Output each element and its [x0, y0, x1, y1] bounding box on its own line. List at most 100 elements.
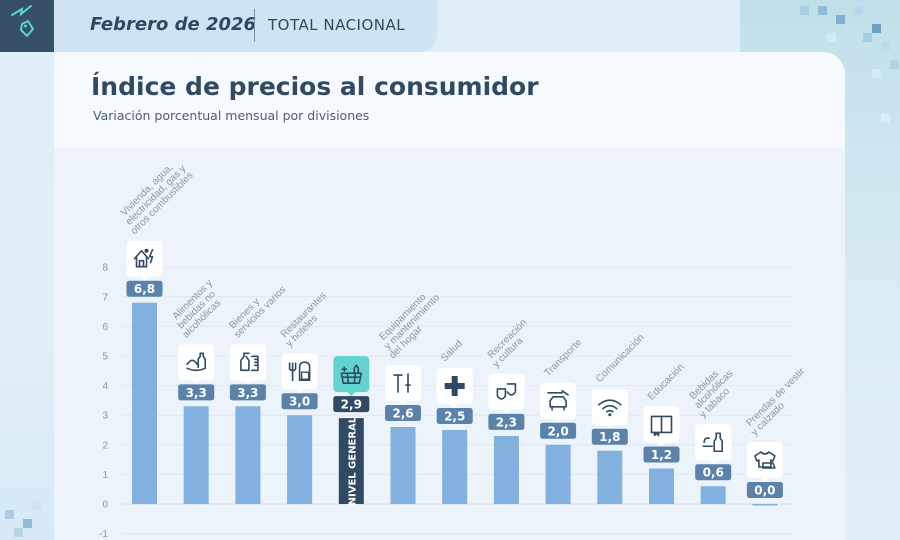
bar	[442, 430, 468, 504]
bar	[752, 504, 778, 506]
tools-icon	[385, 365, 421, 406]
category-label: Vivienda, agua,electricidad, gas yotros …	[119, 162, 196, 237]
value-label: 1,8	[599, 430, 620, 444]
pixel-square	[836, 15, 845, 24]
y-tick-label: 3	[102, 411, 108, 422]
pixel-square	[872, 69, 881, 78]
value-label-box	[643, 446, 680, 463]
value-label-box	[229, 384, 266, 401]
value-label: 2,0	[547, 424, 568, 438]
value-label-box	[540, 422, 577, 439]
pixel-square	[854, 51, 863, 60]
bar	[545, 444, 571, 504]
category-label-line: Salud	[439, 338, 465, 364]
category-label-line: Educación	[646, 362, 687, 403]
value-label: 0,0	[754, 484, 775, 498]
value-label: 2,5	[444, 410, 465, 424]
chart-title: Índice de precios al consumidor	[91, 72, 539, 101]
value-label-box	[746, 482, 783, 498]
header-scope: TOTAL NACIONAL	[268, 16, 406, 34]
logo	[0, 0, 54, 52]
pixel-square	[881, 114, 890, 123]
bar	[700, 486, 726, 504]
pixel-square	[890, 96, 899, 105]
bar	[597, 450, 623, 504]
pixel-square	[845, 24, 854, 33]
y-tick-label: 0	[102, 500, 108, 511]
nivel-general-bar-label: NIVEL GENERAL	[347, 416, 358, 505]
header-date: Febrero de 2026	[90, 14, 257, 35]
car-icon	[540, 382, 577, 423]
header-bar: Febrero de 2026 TOTAL NACIONAL	[0, 0, 437, 52]
y-tick-label: 6	[102, 322, 108, 333]
wifi-icon	[591, 388, 628, 429]
value-label: 3,3	[237, 386, 258, 400]
price-tag-trend-icon	[11, 5, 34, 37]
value-label-box	[178, 384, 215, 401]
bar	[493, 435, 519, 504]
bar	[390, 427, 416, 504]
theater-masks-icon	[488, 373, 525, 414]
restaurant-hotel-icon	[281, 353, 318, 394]
value-label: 0,6	[703, 466, 724, 480]
header-divider	[254, 9, 255, 42]
value-label-box	[281, 393, 318, 410]
bar	[183, 406, 209, 504]
value-label-box	[333, 396, 370, 413]
value-label: 2,3	[496, 415, 517, 429]
value-label-box	[385, 405, 421, 422]
category-label: Salud	[439, 338, 465, 364]
y-tick-label: 1	[102, 470, 108, 481]
value-label: 3,3	[186, 386, 207, 400]
category-label: Comunicación	[594, 332, 647, 385]
bar-nivel-general	[338, 418, 364, 504]
bottle-cigarette-icon	[695, 424, 732, 465]
pixel-square	[800, 6, 809, 15]
book-icon	[643, 406, 680, 447]
pixel-square	[881, 42, 890, 51]
pixel-square	[14, 528, 23, 537]
y-tick-label: 8	[102, 263, 108, 274]
y-tick-label: 4	[102, 381, 108, 392]
value-label: 2,6	[392, 407, 413, 421]
food-bottle-icon	[178, 344, 215, 385]
category-label: Transporte	[542, 337, 584, 379]
value-label-box	[488, 413, 525, 430]
y-tick-label: 2	[102, 440, 108, 451]
value-label-box	[695, 464, 732, 481]
pixel-square	[854, 6, 863, 15]
house-utilities-icon	[126, 240, 163, 281]
pixel-square	[827, 33, 836, 42]
bar	[235, 406, 261, 504]
value-label: 1,2	[651, 448, 672, 462]
value-label-box	[436, 408, 473, 424]
value-label: 3,0	[289, 395, 310, 409]
bar	[287, 415, 313, 504]
cleaning-products-icon	[229, 344, 266, 385]
value-label-box	[126, 280, 163, 297]
value-label: 6,8	[134, 282, 155, 296]
category-label-line: Comunicación	[594, 332, 647, 385]
bar	[132, 302, 157, 504]
category-label: Educación	[646, 362, 687, 403]
pixel-square	[5, 510, 14, 519]
health-cross-icon	[436, 368, 473, 408]
pixel-square	[890, 60, 899, 69]
category-label-line: Transporte	[542, 337, 584, 379]
value-label: 2,9	[341, 398, 362, 412]
shirt-shoe-icon	[746, 442, 783, 482]
bar	[649, 468, 674, 504]
pixel-square	[23, 519, 32, 528]
pixel-square	[818, 6, 827, 15]
pixel-square	[0, 492, 9, 501]
pixel-square	[872, 24, 881, 33]
chart-subtitle: Variación porcentual mensual por divisio…	[93, 108, 370, 123]
pixel-square	[863, 33, 872, 42]
y-tick-label: 5	[102, 352, 108, 363]
